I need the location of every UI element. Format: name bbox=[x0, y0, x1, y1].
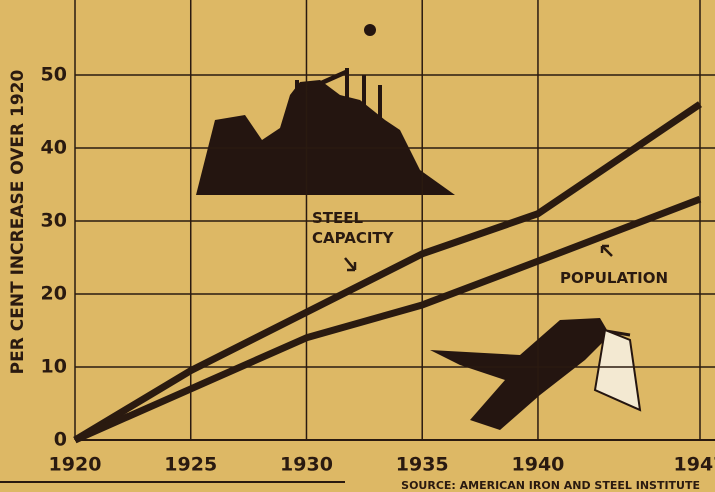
x-tick-label: 1947 bbox=[674, 454, 715, 476]
x-tick-label: 1920 bbox=[49, 454, 102, 476]
x-tick-label: 1935 bbox=[396, 454, 449, 476]
y-axis-label: PER CENT INCREASE OVER 1920 bbox=[8, 70, 28, 375]
y-tick-label: 0 bbox=[54, 429, 67, 451]
y-tick-label: 30 bbox=[41, 210, 67, 232]
y-tick-label: 20 bbox=[41, 283, 67, 305]
series-label: POPULATION bbox=[560, 268, 668, 288]
chart: PER CENT INCREASE OVER 1920 SOURCE: AMER… bbox=[0, 0, 715, 492]
arrow bbox=[602, 246, 612, 256]
source-note: SOURCE: AMERICAN IRON AND STEEL INSTITUT… bbox=[401, 479, 700, 492]
y-tick-label: 40 bbox=[41, 137, 67, 159]
x-tick-label: 1930 bbox=[280, 454, 333, 476]
arrow bbox=[345, 258, 355, 270]
x-tick-label: 1925 bbox=[164, 454, 217, 476]
series-label: STEEL CAPACITY bbox=[312, 208, 392, 248]
factory-illustration bbox=[196, 68, 455, 195]
x-tick-label: 1940 bbox=[512, 454, 565, 476]
y-tick-label: 10 bbox=[41, 356, 67, 378]
y-tick-label: 50 bbox=[41, 64, 67, 86]
